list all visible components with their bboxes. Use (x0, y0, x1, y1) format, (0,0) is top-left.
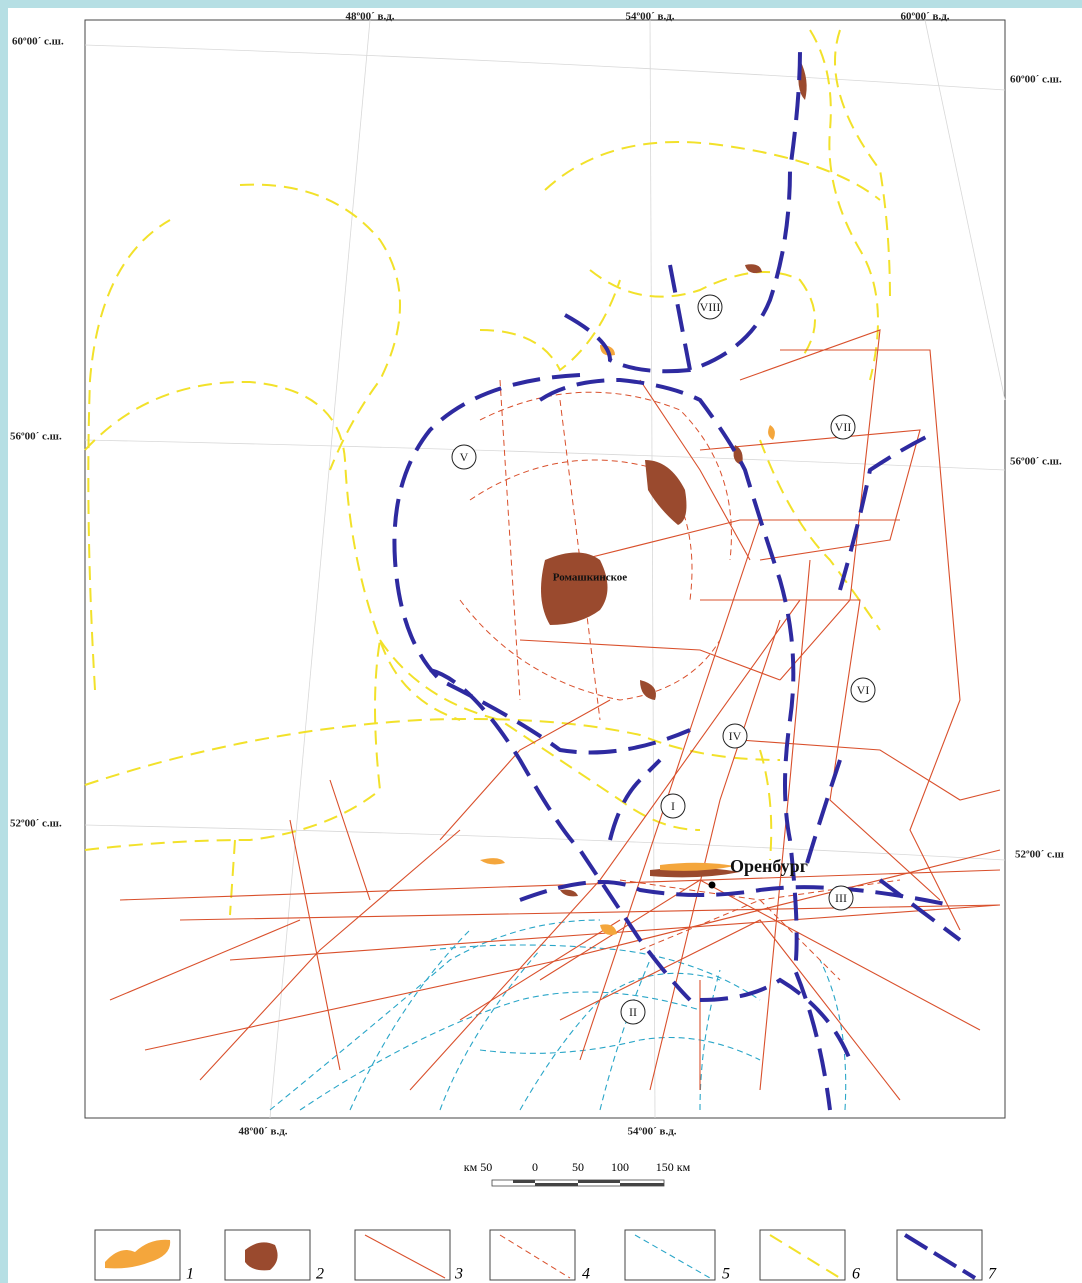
region-label: V (460, 450, 469, 464)
map-page: VIII VII V VI IV I III II Ромашкинское О… (0, 0, 1082, 1283)
legend-number: 3 (454, 1266, 463, 1283)
region-label: VII (835, 420, 852, 434)
legend-number: 6 (852, 1266, 860, 1283)
scale-label: 100 (611, 1160, 629, 1174)
scale-bar-segment (513, 1180, 535, 1183)
city-marker (709, 882, 716, 889)
longitude-label: 48º00´ в.д. (238, 1126, 287, 1138)
latitude-label: 52º00´ с.ш. (10, 818, 62, 830)
longitude-label: 54º00´ в.д. (625, 11, 674, 23)
latitude-label: 60º00´ с.ш. (1010, 74, 1062, 86)
latitude-label: 56º00´ с.ш. (10, 431, 62, 443)
legend-number: 4 (582, 1266, 590, 1283)
longitude-label: 48º00´ в.д. (345, 11, 394, 23)
scale-label: км 50 (464, 1160, 492, 1174)
region-label: VI (857, 683, 870, 697)
scale-label: 150 км (656, 1160, 691, 1174)
region-label: VIII (700, 300, 721, 314)
legend-number: 2 (316, 1266, 324, 1283)
latitude-label: 56º00´ с.ш. (1010, 456, 1062, 468)
latitude-label: 60º00´ с.ш. (12, 36, 64, 48)
longitude-label: 54º00´ в.д. (627, 1126, 676, 1138)
legend-number: 1 (186, 1266, 194, 1283)
scale-bar-segment (578, 1180, 620, 1183)
scale-label: 50 (572, 1160, 584, 1174)
legend-swatch (245, 1242, 278, 1270)
scale-bar-segment (535, 1183, 578, 1186)
region-label: III (835, 891, 847, 905)
region-label: II (629, 1005, 637, 1019)
legend-number: 7 (988, 1266, 997, 1283)
scale-bar-segment (620, 1183, 664, 1186)
legend-number: 5 (722, 1266, 730, 1283)
longitude-label: 60º00´ в.д. (900, 11, 949, 23)
latitude-label: 52º00´ с.ш (1015, 849, 1064, 861)
city-label: Оренбург (730, 856, 808, 876)
region-label: I (671, 799, 675, 813)
place-label: Ромашкинское (553, 572, 628, 584)
region-label: IV (729, 729, 742, 743)
legend-box (490, 1230, 575, 1280)
scale-label: 0 (532, 1160, 538, 1174)
